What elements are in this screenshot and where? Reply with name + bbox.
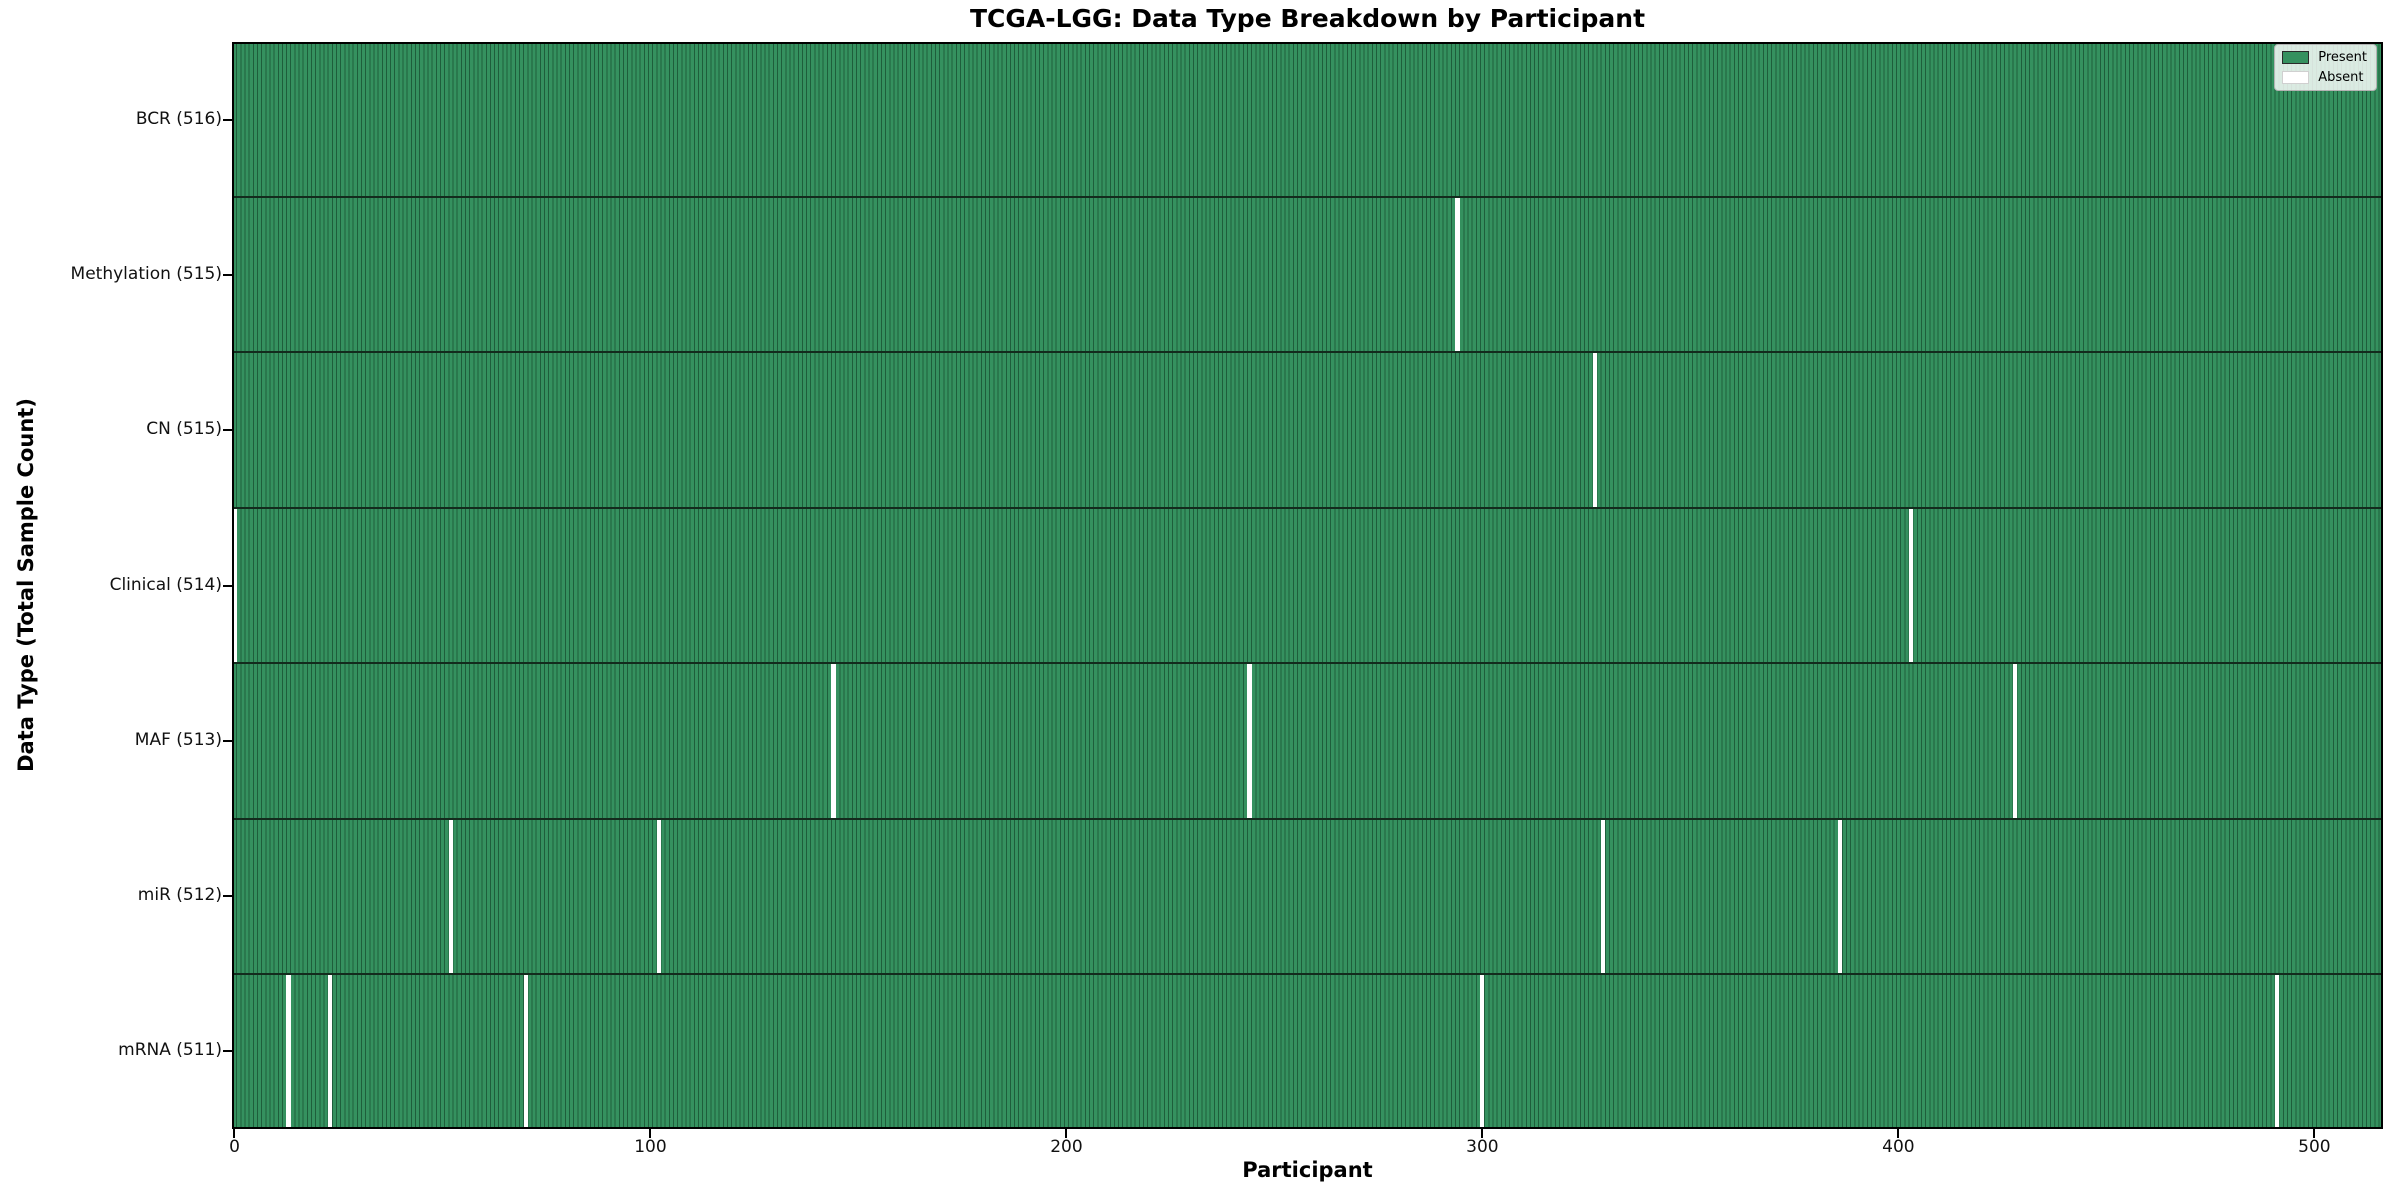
xtick-mark (1065, 1129, 1068, 1138)
ytick-mark (223, 118, 232, 121)
absent-marker-CN-327 (1592, 353, 1597, 507)
absent-marker-miR-329 (1600, 819, 1606, 974)
xtick-mark (233, 1129, 236, 1138)
row-CN (232, 353, 2383, 509)
legend-item-present: Present (2282, 50, 2367, 65)
legend-label: Present (2318, 50, 2367, 65)
xtick-label-400: 400 (1882, 1137, 1915, 1157)
xtick-mark (1481, 1129, 1484, 1138)
absent-marker-Methylation-294 (1455, 197, 1460, 352)
row-MAF (232, 664, 2383, 820)
xtick-label-100: 100 (634, 1137, 667, 1157)
xtick-label-300: 300 (1466, 1137, 1499, 1157)
xtick-label-500: 500 (2298, 1137, 2331, 1157)
xtick-mark (2313, 1129, 2316, 1138)
ytick-label-miR: miR (512) (137, 885, 222, 906)
plot-area: Present Absent (232, 42, 2383, 1130)
legend-swatch-present (2282, 51, 2310, 64)
row-miR (232, 819, 2383, 976)
row-BCR (232, 42, 2383, 198)
absent-marker-mRNA-70 (523, 975, 528, 1130)
absent-marker-mRNA-13 (286, 975, 291, 1130)
ytick-mark (223, 1050, 232, 1053)
rows-container (232, 42, 2383, 1130)
ytick-mark (223, 273, 232, 276)
absent-marker-miR-386 (1838, 819, 1843, 974)
row-Clinical (232, 508, 2383, 665)
legend-item-absent: Absent (2282, 70, 2367, 85)
absent-marker-MAF-244 (1247, 664, 1252, 818)
absent-marker-miR-52 (448, 819, 453, 974)
x-axis-label: Participant (1242, 1158, 1373, 1182)
ytick-mark (223, 895, 232, 898)
legend-swatch-absent (2282, 71, 2310, 84)
ytick-label-Clinical: Clinical (514) (109, 574, 222, 595)
ytick-label-CN: CN (515) (146, 419, 222, 440)
absent-marker-mRNA-491 (2274, 975, 2279, 1130)
absent-marker-miR-102 (656, 819, 661, 974)
legend: Present Absent (2274, 44, 2377, 91)
ytick-mark (223, 584, 232, 587)
xtick-label-200: 200 (1050, 1137, 1083, 1157)
absent-marker-MAF-428 (2012, 664, 2017, 818)
absent-marker-mRNA-23 (328, 975, 333, 1130)
ytick-label-Methylation: Methylation (515) (70, 263, 222, 284)
absent-marker-Clinical-403 (1908, 508, 1913, 663)
ytick-mark (223, 429, 232, 432)
xtick-mark (649, 1129, 652, 1138)
ytick-label-BCR: BCR (516) (135, 108, 222, 129)
row-Methylation (232, 197, 2383, 354)
absent-marker-mRNA-300 (1480, 975, 1485, 1130)
xtick-label-0: 0 (229, 1137, 240, 1157)
chart-title: TCGA-LGG: Data Type Breakdown by Partici… (969, 4, 1646, 33)
ytick-mark (223, 739, 232, 742)
absent-marker-MAF-144 (831, 664, 836, 818)
xtick-mark (1897, 1129, 1900, 1138)
absent-marker-Clinical-0 (232, 508, 237, 663)
ytick-label-mRNA: mRNA (511) (118, 1040, 222, 1061)
legend-label: Absent (2318, 70, 2364, 85)
row-mRNA (232, 975, 2383, 1130)
ytick-label-MAF: MAF (513) (134, 729, 222, 750)
